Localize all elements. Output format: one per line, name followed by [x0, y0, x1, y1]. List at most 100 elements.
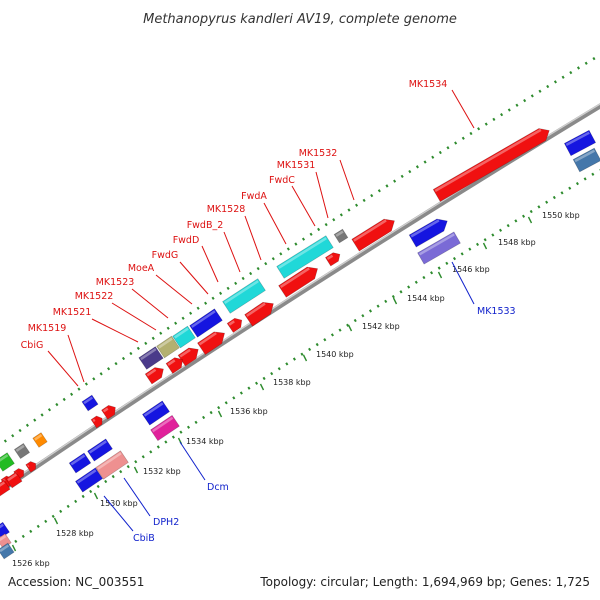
- gene-arrow-shape: [222, 278, 266, 314]
- ruler-tick: [482, 242, 488, 250]
- ruler-tick: [217, 410, 223, 418]
- gene-feature: [276, 235, 334, 279]
- gene-label-forward: MK1523: [96, 277, 135, 288]
- gene-highlight: [76, 469, 97, 484]
- gene-feature: [0, 521, 10, 539]
- gene-arrow-shape: [25, 461, 37, 473]
- gene-highlight: [140, 347, 157, 361]
- gene-leader-line: [131, 288, 169, 319]
- gene-label-forward: FwdB_2: [187, 220, 224, 231]
- ruler-tick-label: 1538 kbp: [273, 378, 311, 387]
- gene-feature: [25, 461, 37, 473]
- gene-highlight: [34, 434, 43, 441]
- gene-leader-line: [315, 171, 329, 219]
- gene-label-forward: MK1532: [299, 148, 338, 159]
- gene-highlight: [102, 407, 109, 413]
- gene-arrow-shape: [0, 452, 15, 472]
- gene-feature: [189, 308, 223, 338]
- gene-arrow-shape: [563, 129, 597, 157]
- gene-feature: [144, 367, 164, 385]
- gene-feature: [226, 317, 243, 333]
- gene-feature: [325, 252, 341, 267]
- ruler-tick: [302, 354, 308, 362]
- gene-leader-line: [201, 245, 219, 283]
- gene-feature: [417, 231, 461, 265]
- gene-highlight: [335, 230, 344, 237]
- gene-highlight: [143, 402, 164, 417]
- ruler-tick-label: 1540 kbp: [316, 350, 354, 359]
- gene-arrow-shape: [101, 405, 116, 420]
- gene-arrow-shape: [90, 415, 103, 429]
- gene-highlight: [174, 327, 189, 339]
- genome-stats-text: Topology: circular; Length: 1,694,969 bp…: [259, 575, 590, 589]
- gene-leader-line: [103, 495, 134, 532]
- gene-feature: [333, 228, 349, 244]
- gene-feature: [351, 218, 395, 252]
- gene-highlight: [198, 332, 217, 346]
- gene-arrow-shape: [81, 394, 99, 412]
- gene-label-reverse: Dcm: [207, 482, 229, 493]
- gene-highlight: [158, 337, 173, 349]
- gene-feature: [95, 450, 129, 480]
- gene-feature: [5, 471, 23, 489]
- gene-arrow-shape: [197, 331, 225, 356]
- gene-feature: [101, 405, 116, 420]
- gene-arrow-shape: [5, 471, 23, 489]
- gene-arrow-shape: [150, 414, 180, 442]
- gene-label-forward: MK1521: [53, 307, 92, 318]
- gene-arrow-shape: [68, 452, 92, 474]
- gene-leader-line: [179, 441, 206, 481]
- gene-leader-line: [451, 89, 475, 129]
- gene-label-forward: MK1534: [409, 79, 448, 90]
- gene-arrow-shape: [32, 432, 48, 448]
- gene-arrow-shape: [572, 147, 600, 173]
- gene-leader-line: [451, 261, 475, 305]
- gene-label-forward: FwdC: [269, 175, 295, 186]
- gene-label-forward: MoeA: [128, 263, 155, 274]
- gene-highlight: [223, 280, 259, 304]
- gene-highlight: [434, 128, 542, 192]
- gene-arrow-shape: [142, 400, 170, 426]
- gene-highlight: [167, 359, 176, 366]
- gene-label-forward: FwdA: [241, 191, 267, 202]
- gene-highlight: [410, 219, 440, 238]
- gene-highlight: [97, 452, 122, 470]
- gene-highlight: [27, 464, 30, 468]
- gene-feature: [408, 218, 448, 248]
- gene-highlight: [228, 320, 235, 326]
- gene-arrow-shape: [165, 357, 183, 374]
- gene-feature: [177, 347, 199, 367]
- gene-arrow-shape: [177, 347, 199, 367]
- ruler-tick: [11, 544, 17, 552]
- ruler-tick-label: 1526 kbp: [12, 559, 50, 568]
- gene-highlight: [0, 544, 10, 553]
- gene-feature: [87, 438, 113, 462]
- gene-label-forward: FwdG: [152, 250, 179, 261]
- gene-arrow-shape: [0, 542, 15, 560]
- gene-feature: [244, 301, 274, 327]
- gene-highlight: [191, 310, 216, 328]
- ruler-tick-label: 1550 kbp: [542, 211, 580, 220]
- ruler-tick: [133, 466, 139, 474]
- ruler-tick: [53, 517, 59, 525]
- gene-highlight: [146, 368, 157, 377]
- gene-highlight: [278, 237, 327, 269]
- gene-feature: [156, 335, 180, 359]
- gene-label-forward: CbiG: [21, 340, 44, 351]
- gene-feature: [0, 479, 11, 497]
- gene-arrow-shape: [0, 479, 11, 497]
- gene-feature: [32, 432, 48, 448]
- gene-label-forward: MK1522: [75, 291, 114, 302]
- gene-label-forward: MK1519: [28, 323, 67, 334]
- gene-feature: [81, 394, 99, 412]
- gene-label-forward: MK1531: [277, 160, 316, 171]
- outer-dotted-track: [0, 53, 600, 447]
- gene-arrow-shape: [144, 367, 164, 385]
- ruler-tick: [392, 297, 398, 305]
- ruler-tick-label: 1528 kbp: [56, 529, 94, 538]
- gene-arrow-shape: [351, 218, 395, 252]
- gene-arrow-shape: [244, 301, 274, 327]
- gene-feature: [278, 266, 318, 298]
- gene-leader-line: [67, 334, 85, 383]
- gene-arrow-shape: [95, 450, 129, 480]
